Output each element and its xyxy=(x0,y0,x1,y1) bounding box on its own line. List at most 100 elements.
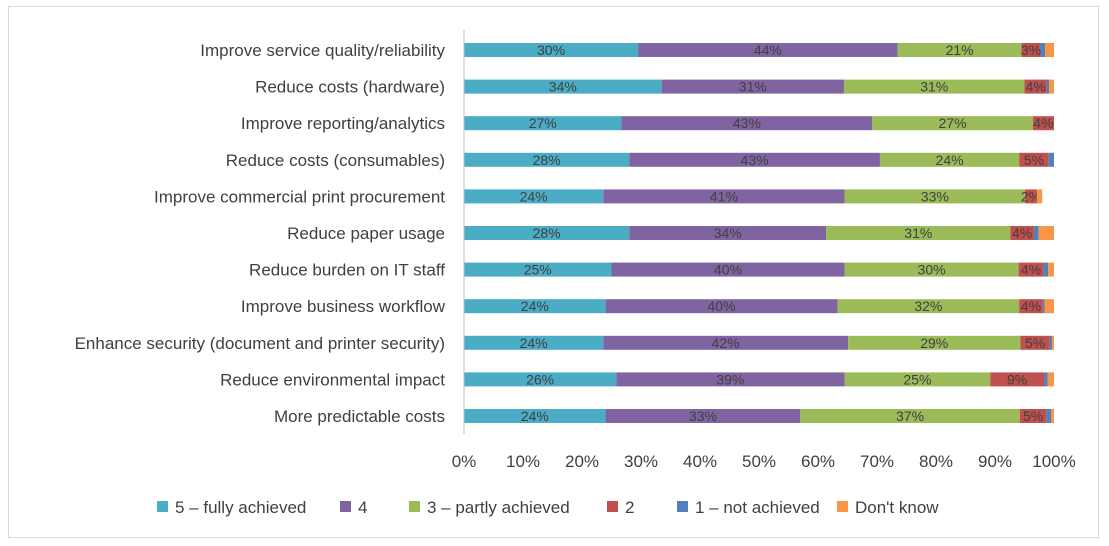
bar-segment xyxy=(1036,189,1043,204)
data-label: 28% xyxy=(533,152,561,168)
bar-segment xyxy=(990,372,1044,387)
data-label: 28% xyxy=(533,225,561,241)
legend: 5 – fully achieved 4 3 – partly achieved 2 1… xyxy=(157,498,939,517)
data-label: 24% xyxy=(521,298,549,314)
bar-segment xyxy=(1046,409,1052,423)
category-label: Reduce costs (hardware) xyxy=(255,78,445,97)
legend-label: 2 xyxy=(625,498,634,517)
bar-segment xyxy=(1047,372,1054,387)
chart-frame: 30% 44% 21% 3% 34% 31% 31% 4% 27% 43% 27% 4% 28% 43% 2… xyxy=(8,6,1099,538)
bar-segment xyxy=(1048,262,1054,277)
bar-segment xyxy=(1024,79,1047,94)
data-label: 5% xyxy=(1023,408,1043,424)
data-label: 31% xyxy=(904,225,932,241)
bar-segment xyxy=(843,79,1025,94)
category-label: Reduce costs (consumables) xyxy=(226,151,445,170)
bar-segment xyxy=(1049,79,1054,94)
bar-segment xyxy=(629,152,880,167)
data-label: 34% xyxy=(714,225,742,241)
bar-segment xyxy=(1043,372,1048,387)
category-label: Reduce environmental impact xyxy=(220,370,445,389)
bar-segment xyxy=(1049,335,1053,350)
bar-segment xyxy=(844,189,1026,204)
legend-label: 5 – fully achieved xyxy=(175,498,306,517)
bar-segment xyxy=(826,226,1011,240)
x-tick-label: 80% xyxy=(919,452,953,471)
bar-segment xyxy=(1019,152,1049,167)
data-label: 4% xyxy=(1026,79,1046,95)
legend-swatch xyxy=(409,501,420,512)
data-label: 40% xyxy=(708,298,736,314)
bar-segment xyxy=(879,152,1020,167)
bar-segment xyxy=(1019,299,1043,314)
data-label: 32% xyxy=(914,298,942,314)
bar-segment xyxy=(1045,43,1054,57)
bar-segment xyxy=(1025,189,1037,204)
bar-segment xyxy=(605,409,801,423)
data-label: 33% xyxy=(689,408,717,424)
data-label: 4% xyxy=(1012,225,1032,241)
bar-segment xyxy=(1043,262,1049,277)
bar-segment xyxy=(1042,299,1045,314)
x-tick-label: 100% xyxy=(1032,452,1075,471)
legend-swatch xyxy=(340,501,351,512)
bar-segment xyxy=(1048,152,1054,167)
legend-swatch xyxy=(607,501,618,512)
bar-segment xyxy=(1020,335,1050,350)
data-label: 44% xyxy=(754,42,782,58)
bar-segment xyxy=(464,79,662,94)
x-tick-label: 40% xyxy=(683,452,717,471)
bar-segment xyxy=(603,335,849,350)
data-label: 5% xyxy=(1024,152,1044,168)
data-label: 24% xyxy=(520,335,548,351)
data-label: 4% xyxy=(1033,115,1053,131)
bar-segment xyxy=(897,43,1022,57)
bar-segment xyxy=(464,152,630,167)
bar-segment xyxy=(844,262,1019,277)
bar-segment xyxy=(464,299,606,314)
data-label: 43% xyxy=(733,115,761,131)
bar-segment xyxy=(621,116,873,131)
bar-segment xyxy=(1021,43,1041,57)
bar-segment xyxy=(605,299,838,314)
x-tick-label: 60% xyxy=(801,452,835,471)
category-label: Improve commercial print procurement xyxy=(154,187,445,206)
bar-segment xyxy=(1052,335,1054,350)
legend-label: 3 – partly achieved xyxy=(427,498,570,517)
bar-segment xyxy=(661,79,844,94)
data-label: 9% xyxy=(1007,371,1027,387)
legend-swatch xyxy=(157,501,168,512)
legend-label: Don't know xyxy=(855,498,939,517)
bar-segment xyxy=(464,372,617,387)
data-label: 30% xyxy=(537,42,565,58)
x-tick-label: 10% xyxy=(506,452,540,471)
data-label: 31% xyxy=(739,79,767,95)
category-label: More predictable costs xyxy=(274,407,445,426)
data-label: 33% xyxy=(921,188,949,204)
bar-segment xyxy=(629,226,827,240)
bars-layer: 30% 44% 21% 3% 34% 31% 31% 4% 27% 43% 27% 4% 28% 43% 2… xyxy=(464,42,1054,424)
bar-segment xyxy=(464,262,612,277)
data-label: 2% xyxy=(1021,188,1041,204)
data-label: 5% xyxy=(1025,335,1045,351)
data-label: 29% xyxy=(920,335,948,351)
category-label: Improve reporting/analytics xyxy=(241,114,445,133)
bar-segment xyxy=(800,409,1020,423)
legend-label: 1 – not achieved xyxy=(695,498,820,517)
data-label: 27% xyxy=(939,115,967,131)
bar-segment xyxy=(1038,226,1054,240)
legend-swatch xyxy=(837,501,848,512)
x-axis: 0% 10% 20% 30% 40% 50% 60% 70% 80% 90% 100% xyxy=(452,30,1076,471)
bar-segment xyxy=(464,43,639,57)
bar-segment xyxy=(1019,409,1047,423)
data-label: 40% xyxy=(714,262,742,278)
bar-segment xyxy=(872,116,1033,131)
bar-segment xyxy=(844,372,991,387)
bar-segment xyxy=(1033,226,1039,240)
x-tick-label: 70% xyxy=(860,452,894,471)
bar-segment xyxy=(1040,43,1046,57)
data-label: 3% xyxy=(1021,42,1041,58)
data-label: 24% xyxy=(521,408,549,424)
bar-segment xyxy=(464,409,606,423)
category-label: Reduce paper usage xyxy=(287,224,445,243)
